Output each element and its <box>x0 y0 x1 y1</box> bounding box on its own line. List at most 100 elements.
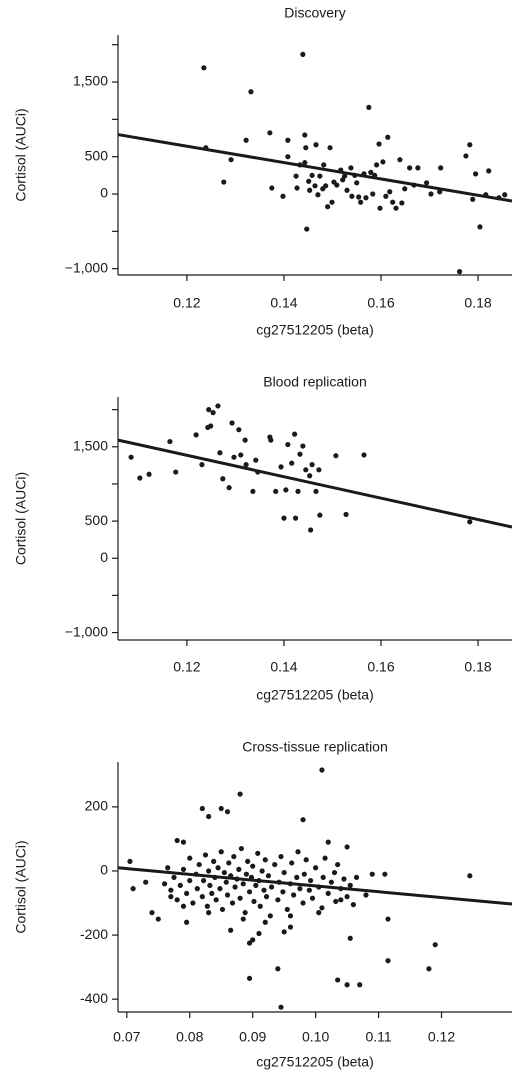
data-point <box>387 189 393 195</box>
x-tick-label: 0.08 <box>176 1029 203 1045</box>
data-point <box>255 850 261 856</box>
data-point <box>273 488 279 494</box>
data-point <box>243 462 249 468</box>
data-point <box>321 162 327 168</box>
data-point <box>312 183 318 189</box>
data-point <box>289 460 295 466</box>
data-point <box>201 65 207 71</box>
data-point <box>155 916 161 922</box>
data-point <box>313 488 319 494</box>
y-tick-label: 1,500 <box>73 437 108 453</box>
data-point <box>180 866 187 872</box>
data-point <box>322 855 328 861</box>
data-point <box>221 179 227 185</box>
data-point <box>304 226 310 232</box>
data-point <box>257 903 263 909</box>
data-point <box>402 186 408 192</box>
data-point <box>300 817 306 823</box>
data-point <box>347 935 353 941</box>
data-point <box>293 173 299 179</box>
data-point <box>209 890 215 897</box>
data-point <box>256 930 262 937</box>
data-point <box>307 877 314 884</box>
data-point <box>467 873 473 879</box>
y-axis-label: Cortisol (AUCi) <box>13 108 29 201</box>
data-point <box>287 924 294 930</box>
data-point <box>246 940 253 946</box>
data-point <box>168 894 174 900</box>
data-point <box>174 897 180 903</box>
data-point <box>199 462 205 468</box>
data-point <box>467 519 473 525</box>
data-point <box>210 410 216 416</box>
data-point <box>168 887 174 893</box>
data-point <box>303 857 309 863</box>
data-point <box>385 134 391 140</box>
data-point <box>265 873 272 879</box>
data-point <box>278 464 284 470</box>
data-point <box>161 881 168 887</box>
y-tick-label: 500 <box>85 512 109 528</box>
data-point <box>143 879 149 885</box>
data-point <box>390 199 396 205</box>
data-point <box>269 185 275 191</box>
data-point <box>127 858 133 864</box>
data-point <box>275 966 281 972</box>
x-axis-label: cg27512205 (beta) <box>256 687 374 703</box>
data-point <box>399 200 405 206</box>
data-point <box>236 427 242 433</box>
data-point <box>301 871 307 877</box>
data-point <box>292 431 298 437</box>
data-point <box>200 877 207 884</box>
trend-line <box>117 133 512 203</box>
data-point <box>218 849 224 855</box>
data-point <box>240 916 246 922</box>
data-point <box>320 874 326 880</box>
data-point <box>221 869 227 876</box>
y-tick-label: -200 <box>80 926 108 942</box>
data-point <box>316 910 322 916</box>
data-point <box>146 471 152 477</box>
data-point <box>253 457 259 463</box>
data-point <box>363 892 369 898</box>
data-point <box>267 130 273 136</box>
data-point <box>370 191 376 197</box>
data-point <box>328 879 334 885</box>
data-point <box>308 527 314 533</box>
data-point <box>199 894 205 900</box>
data-point <box>306 178 312 184</box>
data-point <box>341 876 347 882</box>
data-point <box>344 187 350 193</box>
data-point <box>280 889 286 895</box>
data-point <box>149 910 155 916</box>
data-point <box>190 900 196 906</box>
data-point <box>213 897 219 903</box>
data-point <box>263 894 270 900</box>
data-point <box>319 767 325 773</box>
data-point <box>502 192 508 198</box>
x-tick-label: 0.12 <box>428 1029 455 1045</box>
data-point <box>242 437 248 443</box>
x-tick-label: 0.14 <box>270 295 297 311</box>
data-point <box>344 844 350 850</box>
data-point <box>246 975 253 981</box>
data-point <box>300 900 306 906</box>
data-point <box>187 855 193 861</box>
data-point <box>357 982 363 988</box>
data-point <box>177 882 183 888</box>
data-point <box>281 869 287 876</box>
data-point <box>374 162 380 168</box>
data-point <box>456 269 463 275</box>
data-point <box>229 420 235 426</box>
data-point <box>297 886 303 892</box>
data-point <box>281 515 287 521</box>
data-point <box>171 874 177 880</box>
data-point <box>285 154 291 160</box>
y-axis-label: Cortisol (AUCi) <box>13 472 29 565</box>
data-point <box>130 886 136 892</box>
data-point <box>361 452 367 458</box>
data-point <box>167 438 173 445</box>
data-point <box>261 887 267 893</box>
x-tick-label: 0.09 <box>239 1029 266 1045</box>
